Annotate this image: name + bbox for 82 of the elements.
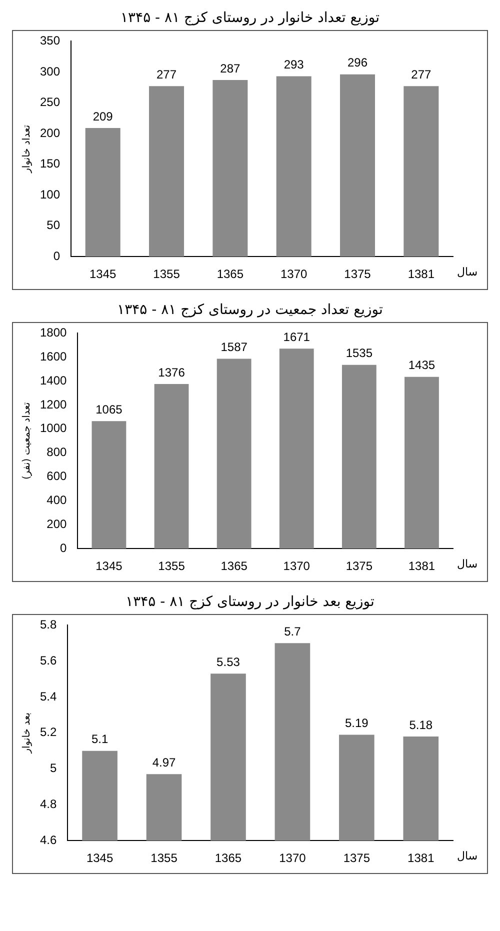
x-tick-label: 1381: [408, 559, 436, 574]
y-tick-label: 4.6: [40, 832, 57, 847]
x-tick-label: 1345: [86, 851, 114, 866]
x-tick-label: 1381: [408, 267, 435, 282]
bar: [276, 76, 312, 257]
y-tick-label: 1000: [40, 421, 68, 436]
bar: [279, 348, 314, 549]
bar: [212, 80, 248, 257]
y-tick-label: 1400: [40, 373, 68, 388]
bar: [92, 421, 126, 549]
y-tick-label: 1800: [40, 326, 68, 340]
x-tick-label: 1345: [96, 559, 123, 574]
bar: [154, 384, 189, 549]
y-tick-label: 150: [40, 156, 60, 171]
data-label: 5.7: [284, 624, 302, 638]
data-label: 1065: [96, 402, 123, 416]
y-axis-title: بعد خانوار: [22, 712, 33, 754]
bar: [85, 128, 120, 257]
chart-title: توزیع تعداد خانوار در روستای کزج ۸۱ - ۱۳۴۵: [120, 9, 380, 28]
bar: [404, 86, 439, 257]
x-axis-title: سال: [457, 265, 478, 278]
y-tick-label: 300: [40, 64, 60, 78]
data-label: 5.53: [216, 654, 240, 669]
x-tick-label: 1355: [153, 267, 180, 282]
data-label: 5.18: [409, 718, 433, 732]
y-tick-label: 5.4: [40, 689, 57, 704]
y-tick-label: 1600: [40, 349, 68, 364]
bar: [340, 74, 376, 257]
y-tick-label: 4.8: [40, 797, 57, 812]
x-tick-label: 1370: [283, 559, 310, 574]
y-tick-label: 50: [46, 218, 60, 232]
x-tick-label: 1370: [280, 267, 308, 282]
data-label: 293: [284, 58, 304, 72]
y-tick-label: 5.2: [40, 725, 57, 740]
x-tick-label: 1355: [150, 851, 178, 866]
x-tick-label: 1345: [90, 267, 117, 282]
y-tick-label: 350: [40, 34, 60, 48]
data-label: 277: [156, 67, 177, 82]
chart-title: توزیع بعد خانوار در روستای کزج ۸۱ - ۱۳۴۵: [124, 593, 376, 612]
bar: [342, 364, 376, 549]
x-tick-label: 1355: [158, 559, 186, 574]
data-label: 5.1: [91, 732, 108, 746]
y-tick-label: 1200: [40, 397, 68, 412]
y-tick-label: 200: [40, 126, 60, 140]
x-tick-label: 1365: [214, 851, 242, 866]
data-label: 1376: [158, 365, 186, 380]
bar: [149, 86, 184, 257]
data-label: 1435: [408, 358, 436, 372]
x-tick-label: 1365: [216, 267, 244, 282]
y-tick-label: 200: [46, 516, 68, 531]
y-axis-title: تعداد خانوار: [22, 124, 33, 174]
data-label: 5.19: [344, 716, 369, 730]
x-axis-title: سال: [457, 849, 478, 862]
y-tick-label: 400: [46, 493, 68, 508]
y-tick-label: 100: [40, 187, 60, 202]
x-tick-label: 1375: [344, 267, 372, 282]
data-label: 277: [411, 67, 432, 82]
x-tick-label: 1375: [343, 851, 370, 866]
x-tick-label: 1370: [279, 851, 306, 866]
x-tick-label: 1365: [220, 559, 248, 574]
y-tick-label: 0: [53, 248, 60, 263]
bar: [404, 376, 439, 549]
y-axis-title: تعداد جمعیت (نفر): [22, 402, 33, 480]
x-axis-title: سال: [457, 557, 478, 570]
data-label: 1671: [283, 330, 310, 344]
x-tick-label: 1375: [346, 559, 373, 574]
y-tick-label: 5.8: [40, 618, 57, 632]
data-label: 1535: [346, 346, 373, 360]
bar: [216, 358, 252, 549]
y-tick-label: 0: [60, 540, 68, 555]
data-label: 4.97: [152, 755, 176, 770]
y-tick-label: 250: [40, 95, 60, 110]
x-tick-label: 1381: [408, 851, 435, 866]
data-label: 209: [92, 109, 114, 124]
chart-title: توزیع تعداد جمعیت در روستای کزج ۸۱ - ۱۳۴۵: [116, 301, 384, 320]
data-label: 296: [347, 56, 368, 70]
y-tick-label: 5.6: [40, 653, 57, 668]
data-label: 287: [220, 61, 241, 76]
y-tick-label: 600: [46, 469, 68, 484]
data-label: 1587: [220, 340, 248, 354]
y-tick-label: 800: [46, 445, 68, 460]
y-tick-label: 5: [50, 761, 57, 776]
